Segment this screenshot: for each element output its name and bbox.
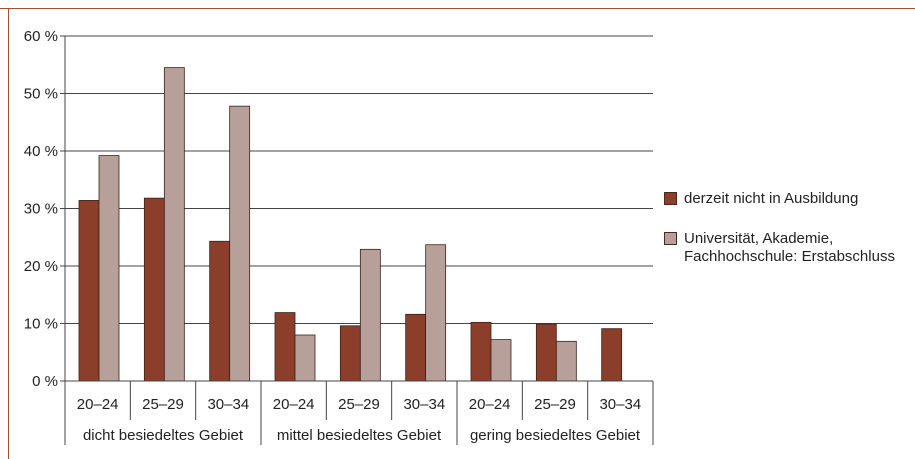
x-axis-labels: 20–24 25–29 30–34 20–24 25–29 30–34 20–24 25–29…	[77, 396, 641, 444]
legend-item-series-1: derzeit nicht in Ausbildung	[664, 190, 914, 208]
bar-series-1	[78, 200, 100, 382]
legend-swatch-series-2	[664, 232, 677, 245]
category-label: 20–24	[77, 396, 119, 413]
category-label: 25–29	[338, 396, 380, 413]
y-tick-label: 50 %	[24, 86, 58, 103]
y-tick-label: 0 %	[32, 373, 58, 390]
category-label: 30–34	[403, 396, 445, 413]
group-label: mittel besiedeltes Gebiet	[277, 427, 442, 444]
bars	[78, 67, 623, 382]
bar-series-2	[425, 244, 447, 382]
bar-series-1	[209, 240, 231, 382]
y-tick-label: 10 %	[24, 316, 58, 333]
bar-series-1	[470, 321, 492, 382]
category-label: 20–24	[273, 396, 315, 413]
legend-swatch-series-1	[664, 192, 677, 205]
bar-series-2	[555, 340, 577, 382]
bar-series-1	[143, 197, 165, 382]
bar-series-2	[229, 105, 251, 382]
bar-series-2	[490, 339, 512, 382]
bar-series-1	[339, 325, 361, 382]
frame-left-border	[8, 8, 9, 459]
category-label: 30–34	[599, 396, 641, 413]
category-label: 25–29	[534, 396, 576, 413]
y-tick-label: 40 %	[24, 143, 58, 160]
bar-series-1	[601, 328, 623, 382]
bar-series-2	[163, 67, 185, 382]
y-axis-ticks: 0 % 10 % 20 % 30 % 40 % 50 % 60 %	[24, 28, 65, 390]
category-label: 20–24	[469, 396, 511, 413]
bar-series-1	[405, 313, 427, 382]
legend-label-series-2-line-2: Fachhochschule: Erstabschluss	[684, 248, 895, 265]
bar-series-2	[294, 334, 316, 382]
y-tick-label: 60 %	[24, 28, 58, 45]
legend-label-series-2-line-1: Universität, Akademie,	[684, 230, 834, 247]
bar-series-1	[535, 323, 557, 382]
y-tick-label: 30 %	[24, 201, 58, 218]
legend: derzeit nicht in Ausbildung Universität,…	[664, 190, 914, 288]
category-label: 25–29	[142, 396, 184, 413]
axes	[64, 36, 654, 445]
bar-series-2	[359, 248, 381, 382]
frame-top-border	[0, 8, 915, 9]
legend-label-series-1: derzeit nicht in Ausbildung	[684, 190, 859, 207]
category-label: 30–34	[207, 396, 249, 413]
bar-series-1	[274, 312, 296, 382]
group-label: gering besiedeltes Gebiet	[470, 427, 641, 444]
legend-item-series-2: Universität, Akademie, Fachhochschule: E…	[664, 230, 914, 266]
group-label: dicht besiedeltes Gebiet	[83, 427, 244, 444]
bar-series-2	[98, 155, 120, 382]
y-tick-label: 20 %	[24, 258, 58, 275]
